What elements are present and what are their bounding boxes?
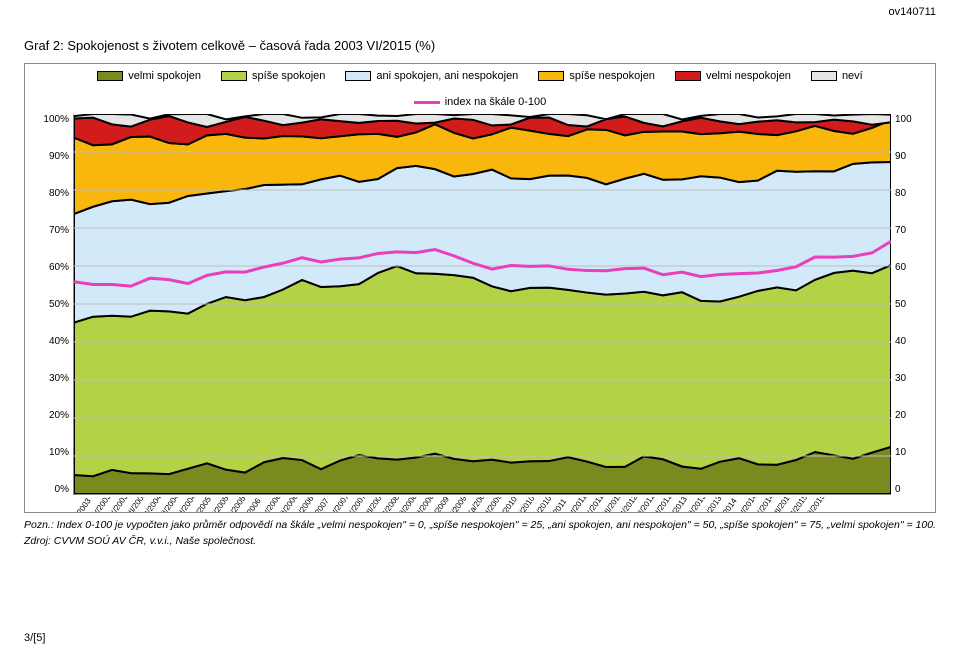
y-tick-left: 100%	[35, 114, 69, 125]
legend-item: velmi nespokojen	[675, 70, 791, 82]
legend-label: spíše nespokojen	[569, 70, 655, 82]
legend-label: velmi nespokojen	[706, 70, 791, 82]
y-tick-right: 50	[895, 299, 925, 310]
chart-container: velmi spokojen spíše spokojen ani spokojen…	[24, 63, 936, 513]
legend-swatch	[97, 71, 123, 81]
y-tick-left: 40%	[35, 336, 69, 347]
y-tick-left: 80%	[35, 188, 69, 199]
y-tick-left: 0%	[35, 484, 69, 495]
y-tick-left: 20%	[35, 410, 69, 421]
doc-id: ov140711	[888, 6, 936, 18]
plot-area	[73, 114, 891, 495]
y-axis-right: 1009080706050403020100	[891, 114, 929, 495]
footnote: Pozn.: Index 0-100 je vypočten jako prům…	[24, 519, 936, 533]
legend-item: spíše nespokojen	[538, 70, 655, 82]
y-tick-left: 10%	[35, 447, 69, 458]
legend: velmi spokojen spíše spokojen ani spokojen…	[25, 64, 935, 112]
y-tick-right: 100	[895, 114, 925, 125]
y-tick-right: 10	[895, 447, 925, 458]
legend-item: neví	[811, 70, 863, 82]
y-tick-left: 90%	[35, 151, 69, 162]
legend-label: spíše spokojen	[252, 70, 325, 82]
y-tick-left: 60%	[35, 262, 69, 273]
y-tick-left: 70%	[35, 225, 69, 236]
y-tick-left: 50%	[35, 299, 69, 310]
y-tick-right: 0	[895, 484, 925, 495]
legend-swatch	[221, 71, 247, 81]
y-tick-left: 30%	[35, 373, 69, 384]
y-tick-right: 60	[895, 262, 925, 273]
legend-item: velmi spokojen	[97, 70, 201, 82]
index-line	[74, 241, 891, 286]
chart-title: Graf 2: Spokojenost s životem celkově – …	[24, 38, 936, 53]
plot-svg-stroke	[74, 114, 891, 494]
x-tick-label: I/2003	[73, 501, 90, 512]
y-tick-right: 80	[895, 188, 925, 199]
legend-label: index na škále 0-100	[445, 96, 547, 108]
legend-label: velmi spokojen	[128, 70, 201, 82]
y-tick-right: 70	[895, 225, 925, 236]
legend-item: index na škále 0-100	[414, 96, 547, 108]
legend-swatch	[675, 71, 701, 81]
y-tick-right: 40	[895, 336, 925, 347]
legend-swatch	[538, 71, 564, 81]
legend-label: neví	[842, 70, 863, 82]
legend-line-swatch	[414, 101, 440, 104]
plot-wrap: 100%90%80%70%60%50%40%30%20%10%0% 100908…	[25, 112, 935, 497]
legend-swatch	[345, 71, 371, 81]
page-root: ov140711 Graf 2: Spokojenost s životem c…	[0, 0, 960, 650]
page-number: 3/[5]	[24, 632, 45, 644]
x-axis: I/2003IV/2003IX/2003XII/2003III/2004VI/2…	[25, 497, 935, 512]
y-tick-right: 30	[895, 373, 925, 384]
legend-swatch	[811, 71, 837, 81]
legend-label: ani spokojen, ani nespokojen	[376, 70, 518, 82]
y-axis-left: 100% 90% 80% 70% 60% 50% 40% 30% 20% 10% 0%	[31, 114, 73, 495]
y-tick-right: 90	[895, 151, 925, 162]
y-tick-right: 20	[895, 410, 925, 421]
legend-item: ani spokojen, ani nespokojen	[345, 70, 518, 82]
legend-item: spíše spokojen	[221, 70, 325, 82]
source-text: Zdroj: CVVM SOÚ AV ČR, v.v.i., Naše spol…	[24, 535, 936, 547]
